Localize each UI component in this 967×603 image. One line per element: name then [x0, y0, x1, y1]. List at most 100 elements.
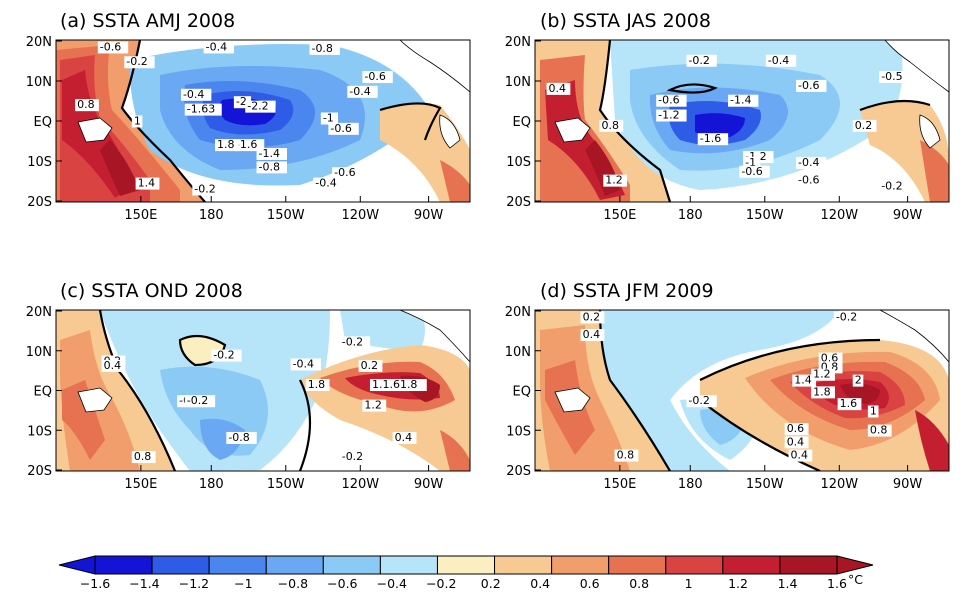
y-tick-label: 20N: [26, 35, 52, 50]
cold-region: [600, 310, 840, 471]
contour-label: 0.4: [395, 431, 413, 444]
x-tick-label: 180: [199, 477, 224, 492]
land-mass: [554, 387, 591, 413]
x-tick-label: 90W: [893, 208, 923, 223]
y-tick-label: 10N: [26, 345, 52, 360]
contour-label: -0.2: [342, 335, 363, 348]
contour-label: 1.2: [813, 368, 831, 381]
land-mass: [884, 40, 949, 93]
contour-label-bg: [97, 41, 129, 54]
zero-contour: [98, 310, 177, 471]
colorbar-segment: [265, 555, 324, 575]
contour-label-bg: [697, 133, 729, 146]
colorbar-tick-label: −1: [234, 576, 252, 591]
y-tick-label: 10S: [506, 424, 531, 439]
colorbar-segment: [208, 555, 267, 575]
contour-label-bg: [879, 180, 910, 193]
contour-label-bg: [765, 54, 797, 67]
contour-label-bg: [837, 398, 862, 411]
contour-label: -0.8: [259, 160, 280, 173]
y-tick-label: 10S: [27, 155, 52, 170]
contour-label-bg: [309, 42, 340, 55]
land-mass: [879, 310, 949, 363]
zero-contour: [298, 379, 312, 471]
contour-label: -1: [745, 156, 756, 169]
zero-contour: [699, 338, 881, 381]
contour-label-bg: [580, 311, 605, 324]
y-tick-label: 10N: [505, 345, 531, 360]
panel-a-title: (a) SSTA AMJ 2008: [60, 10, 235, 32]
contour-label-bg: [792, 374, 817, 387]
contour-label-bg: [101, 359, 126, 372]
colorbar-tick-label: −0.8: [278, 576, 308, 591]
contour-label: -0.6: [741, 165, 762, 178]
y-tick-label: EQ: [34, 385, 52, 400]
x-tick-label: 120W: [820, 208, 858, 223]
contour-label-bg: [362, 71, 393, 84]
contour-label: -0.6: [364, 70, 385, 83]
warm-region: [915, 410, 949, 471]
contour-label: -1.4: [259, 147, 280, 160]
colorbar-tick-label: −1.4: [129, 576, 159, 591]
colorbar-tick-label: 1: [685, 576, 693, 591]
contour-label-bg: [603, 174, 628, 187]
contour-label: 0.2: [583, 310, 601, 323]
contour-label: 0.4: [583, 328, 601, 341]
contour-label: -0.2: [194, 183, 215, 196]
contour-label: -0.6: [334, 166, 355, 179]
y-tick-label: 10S: [506, 155, 531, 170]
colorbar-segment: [494, 555, 553, 575]
contour-label-bg: [614, 449, 639, 462]
panel-b-title: (b) SSTA JAS 2008: [540, 10, 711, 32]
contour-label: -1.6: [236, 138, 257, 151]
colorbar-tick-label: 1.4: [778, 576, 798, 591]
y-tick-label: EQ: [513, 115, 531, 130]
x-tick-label: 90W: [893, 477, 923, 492]
colorbar-segment: [94, 555, 153, 575]
contour-label: 1.4: [794, 374, 812, 387]
x-tick-label: 120W: [341, 477, 379, 492]
contour-label: -0.5: [881, 70, 902, 83]
contour-label-bg: [369, 379, 427, 392]
colorbar-tick-label: −0.4: [377, 576, 407, 591]
contour-label: -1.63: [187, 103, 215, 116]
contour-label-bg: [728, 94, 759, 107]
contour-label-bg: [184, 103, 222, 116]
contour-label: 0.8: [617, 449, 635, 462]
colorbar-segment: [151, 555, 210, 575]
contour-label-bg: [580, 329, 605, 342]
contour-label: -0.4: [768, 54, 789, 67]
contour-label: 1.8: [813, 385, 831, 398]
y-tick-label: 10N: [26, 75, 52, 90]
contour-label-bg: [256, 161, 287, 174]
contour-label: 1.2: [605, 174, 623, 187]
contour-label-bg: [339, 336, 371, 349]
contour-label: -0.4: [293, 357, 314, 370]
y-tick-label: 20S: [506, 195, 531, 210]
land-mass: [77, 117, 113, 143]
colorbar-segment: [322, 555, 381, 575]
contour-label-bg: [656, 94, 687, 107]
warm-region: [100, 140, 140, 196]
contour-label: -1.2: [658, 109, 679, 122]
colorbar-tick-label: 0.6: [580, 576, 600, 591]
contour-label-bg: [867, 405, 879, 418]
contour-label: 0.4: [104, 359, 122, 372]
zero-contour: [666, 83, 718, 94]
contour-label-bg: [811, 368, 835, 381]
colorbar-tick-label: −0.2: [426, 576, 456, 591]
contour-label: -0.6: [798, 79, 819, 92]
y-tick-label: 20S: [506, 464, 531, 479]
contour-label-bg: [214, 139, 239, 152]
colorbar-tick-label: −1.6: [80, 576, 110, 591]
warm-region: [440, 160, 470, 202]
colorbar-unit: °C: [848, 572, 863, 587]
land-mass: [399, 40, 470, 93]
contour-label-bg: [226, 431, 257, 444]
contour-label: -0.6: [798, 174, 819, 187]
contour-label-bg: [180, 88, 212, 101]
x-tick-label: 120W: [820, 477, 858, 492]
zero-contour: [598, 40, 672, 202]
zero-contour: [120, 40, 206, 202]
zero-contour: [699, 399, 821, 471]
